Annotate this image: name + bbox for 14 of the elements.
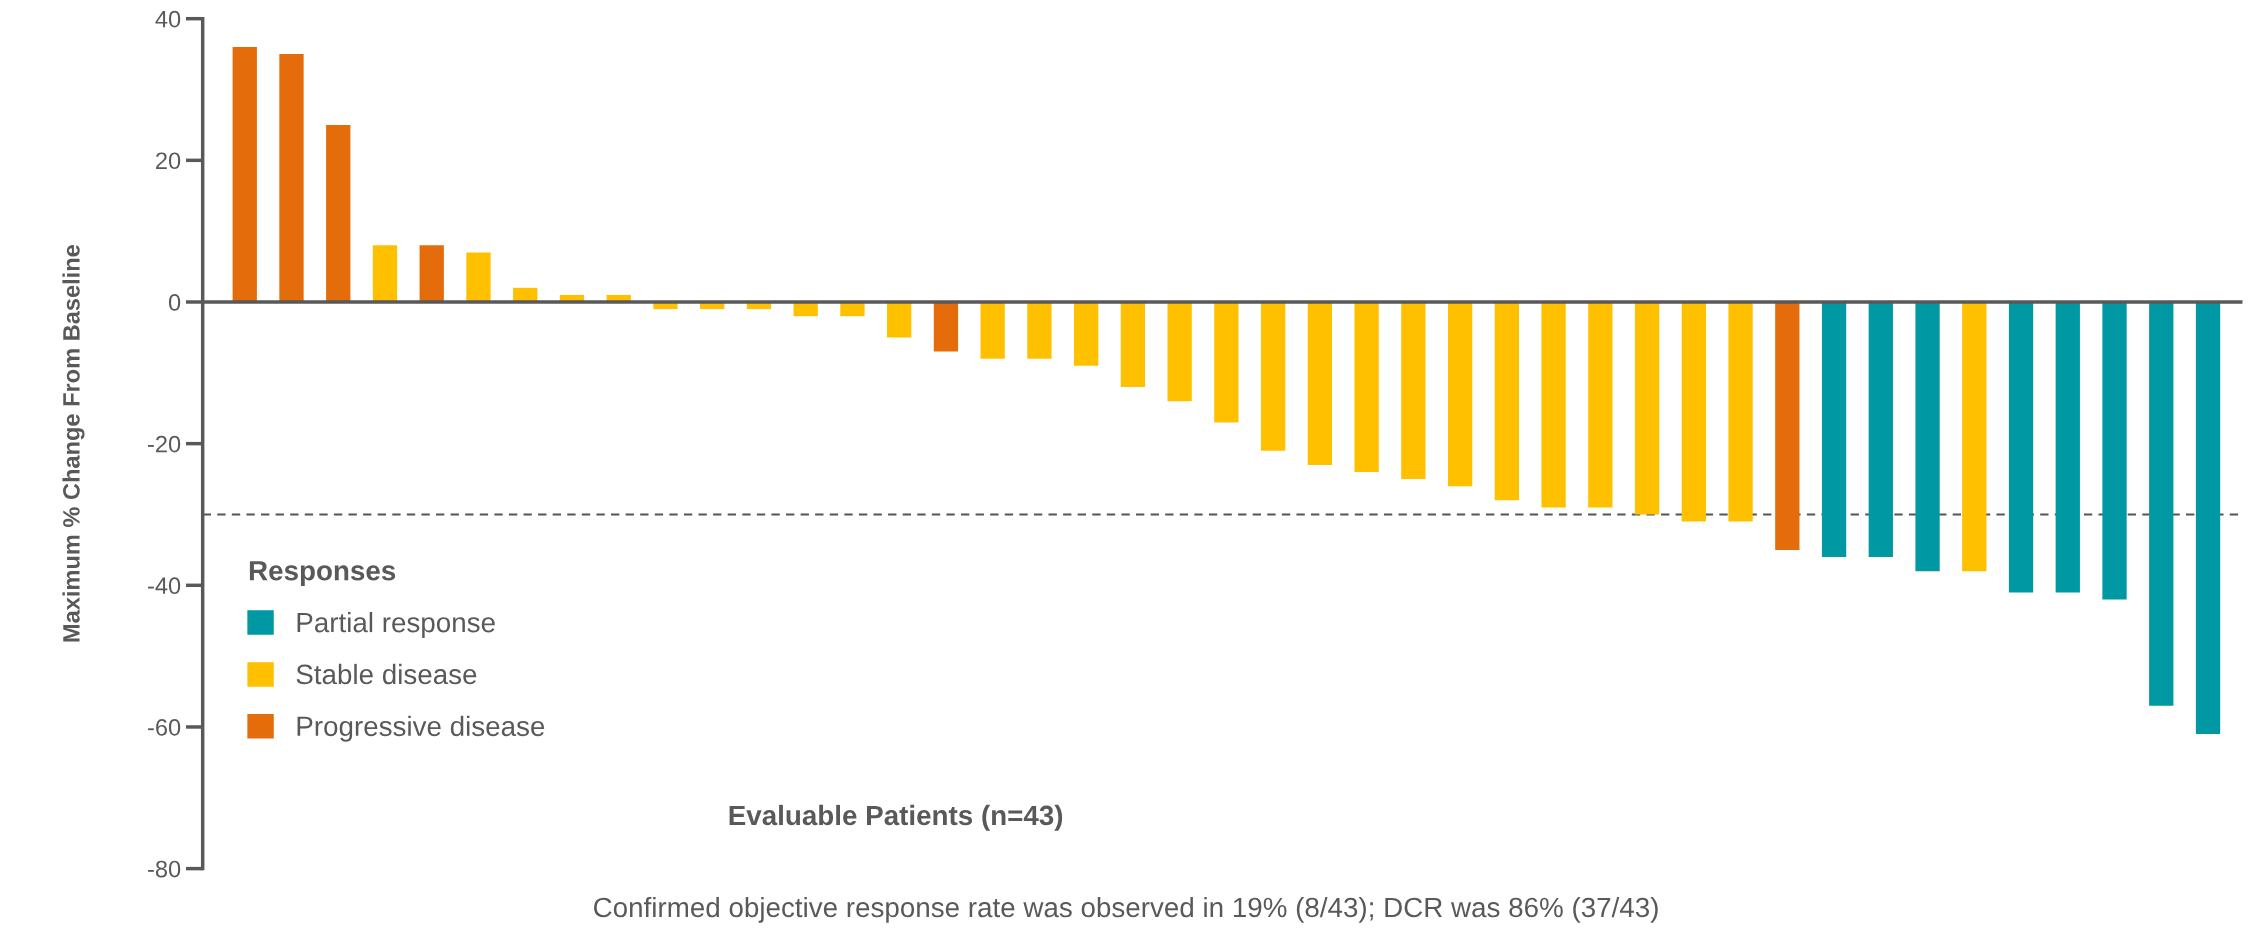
legend-label: Progressive disease (297, 715, 545, 742)
text: Confirmed objective response rate was observed in 19% (8/43); DCR was 86% (37/43) (594, 896, 1658, 923)
legend-label: Stable disease (296, 663, 477, 685)
y-tick-label: 20 (156, 152, 181, 170)
y-tick-label: -20 (148, 435, 181, 453)
y-tick-label: -60 (148, 719, 181, 736)
y-axis-title: Maximum % Change From Baseline (62, 245, 85, 642)
y-tick-label: -80 (148, 860, 181, 878)
legend-label: Partial response (297, 611, 495, 638)
legend-title: Responses (249, 561, 396, 586)
y-tick-label: 0 (168, 294, 181, 311)
y-tick-label: -40 (148, 577, 181, 595)
y-tick-label: 40 (155, 10, 181, 28)
x-axis-title: Evaluable Patients (n=43) (729, 804, 1063, 831)
